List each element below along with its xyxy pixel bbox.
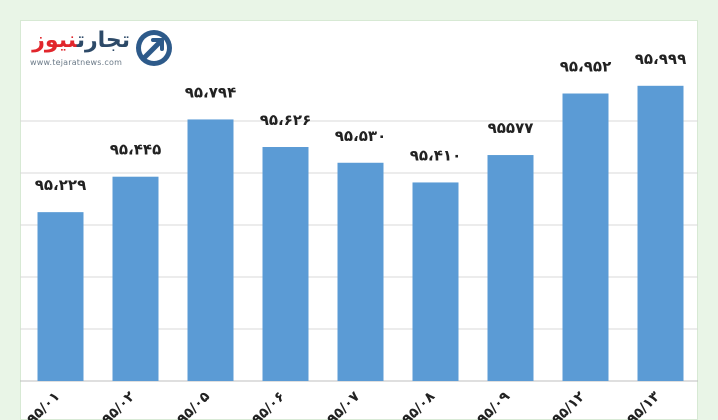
- x-tick-label: ۹۵/۰۷: [324, 388, 363, 420]
- bar-value-label: ۹۵،۷۹۴: [185, 83, 236, 101]
- bar: [412, 182, 459, 381]
- bar-value-label: ۹۵،۶۲۶: [260, 111, 311, 129]
- x-tick-label: ۹۵/۰۹: [474, 388, 513, 420]
- bar-value-label: ۹۵،۵۳۰: [335, 127, 386, 145]
- x-tick-label: ۹۵/۱۲: [549, 388, 588, 420]
- bar: [187, 119, 234, 382]
- bar: [637, 85, 684, 382]
- bar-value-label: ۹۵،۴۱۰: [410, 146, 461, 164]
- bar-value-label: ۹۵،۴۴۵: [110, 141, 161, 159]
- bar-value-label: ۹۵۵۷۷: [488, 119, 534, 137]
- bar: [337, 162, 384, 381]
- logo-name-part2: نیوز: [32, 28, 77, 53]
- site-logo: تجارتنیوز www.tejaratnews.com: [22, 24, 182, 72]
- x-tick-label: ۹۵/۰۲: [99, 388, 138, 420]
- bar: [112, 176, 159, 381]
- logo-url: www.tejaratnews.com: [30, 58, 123, 67]
- x-tick-label: ۹۵/۰۸: [399, 388, 438, 420]
- bar-value-label: ۹۵،۹۹۹: [635, 50, 686, 68]
- bar-value-label: ۹۵،۲۲۹: [35, 176, 86, 194]
- x-tick-label: ۹۵/۰۵: [174, 388, 213, 420]
- logo-name-part1: تجارت: [76, 28, 130, 53]
- bar-value-label: ۹۵،۹۵۲: [560, 58, 611, 76]
- x-tick-label: ۹۵/۰۶: [249, 389, 288, 420]
- bar: [262, 147, 309, 381]
- x-tick-label: ۹۵/۰۱: [24, 389, 63, 420]
- logo-emblem-icon: [136, 30, 172, 66]
- bar: [37, 212, 84, 381]
- bar: [487, 155, 534, 381]
- logo-wordmark: تجارتنیوز: [32, 28, 130, 53]
- x-tick-label: ۹۵/۱۳: [624, 388, 663, 420]
- bar: [562, 93, 609, 381]
